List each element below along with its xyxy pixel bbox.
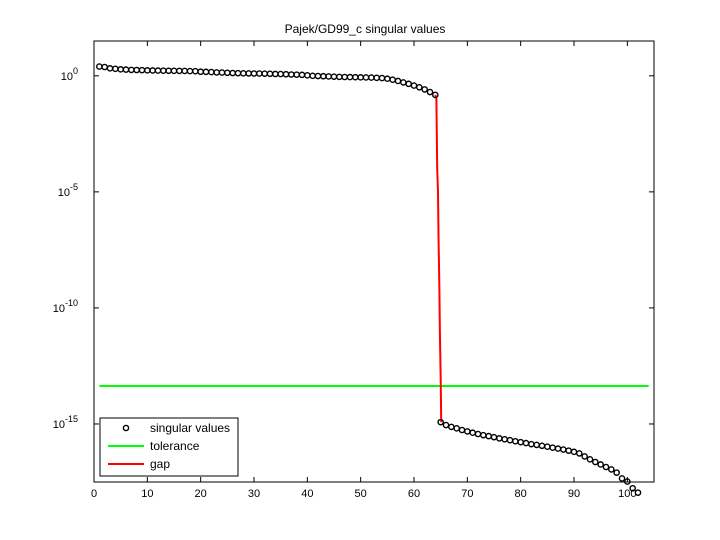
singular-value-point bbox=[629, 484, 636, 492]
singular-value-point bbox=[597, 461, 604, 468]
singular-value-point bbox=[432, 91, 439, 99]
singular-value-point bbox=[618, 475, 626, 482]
y-tick-label: 10-10 bbox=[53, 298, 78, 315]
singular-value-point bbox=[624, 478, 631, 485]
y-tick-base: 10 bbox=[61, 71, 73, 83]
x-tick-label: 20 bbox=[195, 488, 207, 500]
y-tick-exponent: -5 bbox=[70, 182, 78, 192]
gap-line bbox=[434, 94, 443, 423]
y-tick-label: 10-15 bbox=[53, 414, 78, 431]
singular-value-point bbox=[421, 86, 428, 93]
y-tick-exponent: -15 bbox=[65, 414, 78, 424]
legend-label-singular-values: singular values bbox=[150, 421, 230, 435]
legend-label-gap: gap bbox=[150, 457, 170, 471]
x-axis: 0 10 20 30 40 50 60 70 80 90 100 bbox=[91, 41, 637, 500]
x-tick-label: 50 bbox=[355, 488, 367, 500]
x-tick-label: 10 bbox=[141, 488, 153, 500]
singular-value-point bbox=[581, 453, 588, 460]
x-tick-label: 60 bbox=[408, 488, 420, 500]
y-tick-label: 10-5 bbox=[58, 182, 78, 199]
singular-value-point bbox=[613, 469, 620, 476]
y-tick-label: 100 bbox=[61, 66, 78, 83]
legend-marker-singular-values bbox=[122, 424, 130, 432]
singular-value-point bbox=[608, 466, 615, 473]
x-tick-label: 30 bbox=[248, 488, 260, 500]
singular-value-point bbox=[576, 450, 583, 457]
y-tick-base: 10 bbox=[53, 419, 65, 431]
legend-label-tolerance: tolerance bbox=[150, 439, 200, 453]
y-tick-exponent: -10 bbox=[65, 298, 78, 308]
singular-value-point bbox=[586, 456, 594, 463]
singular-value-point bbox=[602, 463, 610, 471]
singular-value-point bbox=[437, 418, 444, 426]
x-tick-label: 90 bbox=[568, 488, 580, 500]
legend: singular values tolerance gap bbox=[99, 417, 239, 477]
x-tick-label: 0 bbox=[91, 488, 97, 500]
singular-value-point bbox=[592, 458, 599, 466]
x-tick-label: 80 bbox=[515, 488, 527, 500]
x-tick-label: 40 bbox=[301, 488, 313, 500]
y-tick-exponent: 0 bbox=[73, 66, 78, 76]
x-tick-label: 70 bbox=[461, 488, 473, 500]
singular-value-point bbox=[426, 88, 434, 96]
chart-title: Pajek/GD99_c singular values bbox=[285, 22, 446, 36]
plot-area bbox=[93, 40, 655, 483]
singular-value-point bbox=[416, 84, 423, 91]
y-tick-base: 10 bbox=[58, 187, 70, 199]
series-layer bbox=[96, 63, 649, 496]
singular-value-point bbox=[634, 489, 642, 496]
x-tick-label: 100 bbox=[618, 488, 636, 500]
y-tick-base: 10 bbox=[53, 303, 65, 315]
